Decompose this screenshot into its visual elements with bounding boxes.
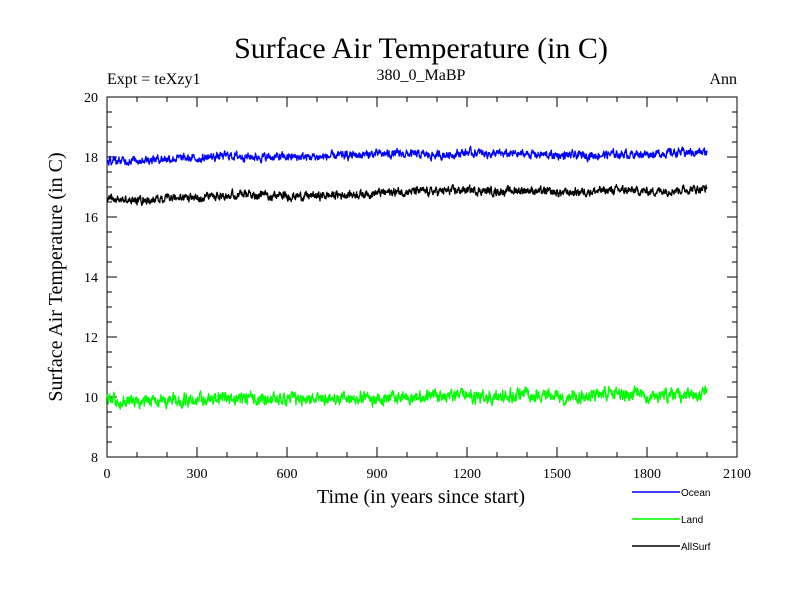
x-tick-label: 300 — [187, 467, 208, 482]
y-tick-label: 10 — [84, 391, 98, 406]
chart-subtitle-center: 380_0_MaBP — [377, 67, 466, 84]
chart-subtitle-left: Expt = teXzy1 — [107, 71, 200, 88]
x-axis-label: Time (in years since start) — [317, 486, 525, 508]
chart-subtitle-right: Ann — [709, 71, 737, 88]
chart-labels: Surface Air Temperature (in C) Expt = te… — [45, 32, 737, 508]
axes: 0 300 600 900 1200 1500 1800 2100 8 10 12 14 16 18 20 — [84, 91, 751, 482]
x-tick-label: 2100 — [723, 467, 751, 482]
y-axis-label: Surface Air Temperature (in C) — [45, 152, 67, 401]
y-tick-label: 14 — [84, 271, 98, 286]
series-lines — [106, 145, 708, 411]
x-tick-label: 600 — [277, 467, 298, 482]
y-tick-label: 12 — [84, 331, 98, 346]
series-line-land — [106, 385, 708, 411]
x-tick-label: 1800 — [633, 467, 661, 482]
legend: Ocean Land AllSurf — [632, 488, 711, 553]
chart-title: Surface Air Temperature (in C) — [234, 32, 608, 65]
legend-label-allsurf: AllSurf — [681, 542, 711, 553]
legend-label-ocean: Ocean — [681, 488, 710, 499]
y-tick-label: 16 — [84, 211, 98, 226]
y-tick-label: 18 — [84, 151, 98, 166]
series-line-ocean — [106, 145, 708, 166]
series-line-allsurf — [106, 183, 708, 207]
legend-label-land: Land — [681, 515, 703, 526]
x-tick-label: 1200 — [453, 467, 481, 482]
x-tick-label: 0 — [104, 467, 111, 482]
x-tick-label: 900 — [367, 467, 388, 482]
y-tick-label: 20 — [84, 91, 98, 106]
x-tick-label: 1500 — [543, 467, 571, 482]
y-tick-label: 8 — [91, 451, 98, 466]
